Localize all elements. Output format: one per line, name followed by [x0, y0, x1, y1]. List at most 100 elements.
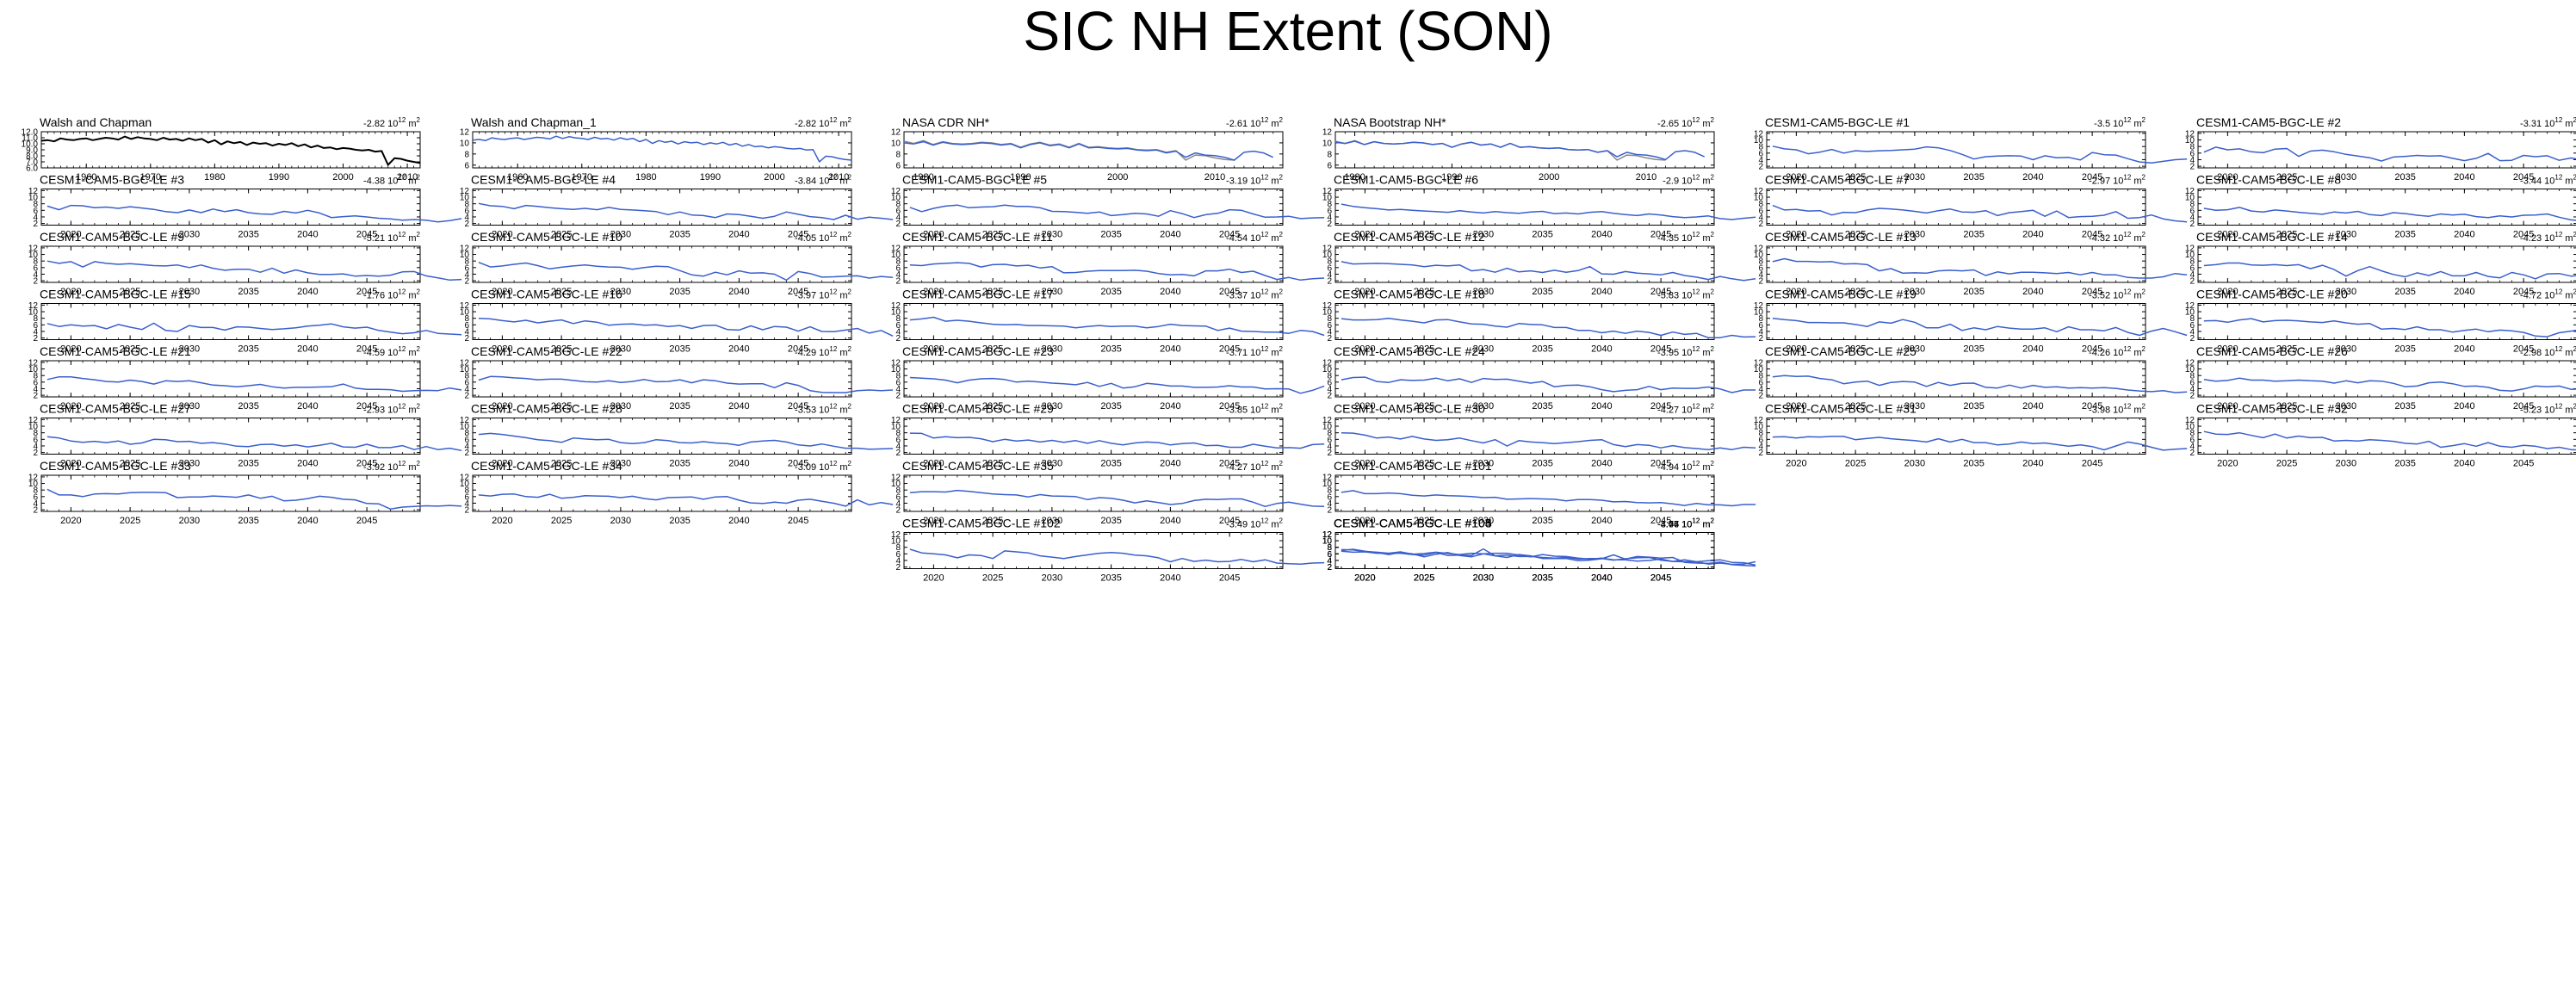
x-tick-label: 2035 [238, 401, 258, 412]
panel-title: CESM1-CAM5-BGC-LE #103 [1334, 517, 1492, 530]
trend-exponent: 12 [398, 460, 406, 467]
trend-unit: m [837, 119, 847, 129]
trend-unit: m [1268, 119, 1279, 129]
y-tick-label: 8.0 [26, 152, 38, 162]
y-tick-label: 8 [895, 150, 901, 159]
y-tick-label: 6 [1758, 207, 1763, 216]
trend-unit-exponent: 2 [1711, 345, 1715, 353]
y-tick-label: 2 [1327, 563, 1332, 573]
trend-unit-exponent: 2 [417, 174, 421, 182]
trend-exponent: 12 [829, 288, 837, 296]
y-tick-label: 10 [1322, 480, 1333, 489]
series-line-model [478, 493, 894, 507]
y-tick-label: 8 [1327, 543, 1332, 553]
trend-unit: m [1700, 233, 1710, 244]
plot-frame [2197, 245, 2576, 283]
series-line-model [46, 375, 462, 393]
trend-unit: m [1700, 462, 1710, 473]
x-tick-label: 2040 [2454, 344, 2474, 355]
trend-unit: m [406, 291, 416, 301]
y-tick-label: 6 [1327, 161, 1332, 170]
y-tick-label: 8 [2189, 200, 2195, 209]
x-tick-label: 2020 [1354, 344, 1375, 355]
x-tick-label: 2040 [297, 516, 318, 526]
trend-label: -4.29 1012 m2 [795, 345, 852, 358]
series-line-model [478, 202, 894, 220]
trend-label: -3.53 1012 m2 [795, 403, 852, 416]
x-tick-label: 2040 [1591, 344, 1612, 355]
y-tick-label: 8 [464, 486, 469, 496]
trend-unit-exponent: 2 [2142, 345, 2146, 353]
series-line-model [2203, 207, 2576, 221]
y-tick-label: 10 [1754, 365, 1764, 375]
x-tick-label: 2040 [1591, 459, 1612, 469]
x-tick-label: 2025 [2276, 172, 2297, 183]
trend-unit: m [2562, 233, 2573, 244]
x-tick-label: 2040 [728, 459, 749, 469]
series-line-model [2203, 262, 2576, 280]
x-tick-label: 2025 [982, 230, 1003, 240]
y-tick-label: 8 [1327, 200, 1332, 209]
x-tick-label: 2035 [669, 344, 690, 355]
panel-title: CESM1-CAM5-BGC-LE #2 [2196, 115, 2341, 129]
trend-label: -3.31 1012 m2 [2520, 116, 2576, 129]
series-line-model [909, 262, 1325, 282]
panel-title: CESM1-CAM5-BGC-LE #12 [1334, 230, 1485, 244]
x-tick-label: 1970 [572, 172, 592, 183]
trend-label: -5.23 1012 m2 [2520, 403, 2576, 416]
trend-exponent: 12 [2123, 231, 2131, 238]
trend-label: -4.94 1012 m2 [1657, 460, 1715, 473]
x-tick-label: 2040 [2454, 401, 2474, 412]
x-tick-label: 2020 [1786, 344, 1806, 355]
y-tick-label: 6 [895, 161, 901, 170]
x-tick-label: 2020 [60, 287, 81, 297]
series-line-model [2203, 377, 2576, 392]
trend-exponent: 12 [829, 460, 837, 467]
x-tick-label: 2025 [982, 401, 1003, 412]
y-tick-label: 10 [1322, 194, 1333, 203]
trend-unit-exponent: 2 [1711, 517, 1715, 525]
x-tick-label: 1990 [700, 172, 721, 183]
x-tick-label: 2020 [492, 459, 512, 469]
y-tick-label: 10 [891, 139, 901, 148]
x-tick-label: 2035 [1963, 230, 1984, 240]
y-tick-label: 6 [895, 550, 901, 560]
trend-label: -3.09 1012 m2 [795, 460, 852, 473]
y-tick-label: 6 [33, 321, 38, 331]
y-tick-label: 8 [464, 257, 469, 267]
y-tick-label: 4 [33, 442, 38, 451]
trend-exponent: 12 [398, 231, 406, 238]
y-tick-label: 10.0 [22, 140, 39, 150]
trend-label: -4.44 1012 m2 [1657, 517, 1715, 530]
y-tick-label: 10 [1322, 537, 1333, 547]
x-tick-label: 2045 [1650, 401, 1671, 412]
y-tick-label: 10 [1322, 423, 1333, 432]
trend-value: -2.93 10 [363, 406, 398, 416]
series-line-model [909, 204, 1325, 220]
y-tick-label: 4 [33, 270, 38, 280]
plot-frame [472, 360, 852, 398]
panel-title: CESM1-CAM5-BGC-LE #5 [902, 173, 1047, 187]
x-tick-label: 2020 [1786, 401, 1806, 412]
y-tick-label: 4 [895, 213, 901, 222]
x-tick-label: 2025 [1414, 459, 1434, 469]
x-tick-label: 2035 [1532, 344, 1552, 355]
y-tick-label: 8 [33, 372, 38, 381]
x-tick-label: 2020 [60, 230, 81, 240]
y-tick-label: 6 [1327, 321, 1332, 331]
y-tick-label: 2 [1327, 449, 1332, 458]
y-tick-label: 8 [33, 200, 38, 209]
x-tick-label: 2025 [1845, 287, 1866, 297]
panel-title: CESM1-CAM5-BGC-LE #11 [902, 230, 1053, 244]
y-tick-label: 2 [2189, 334, 2195, 344]
series-line-model [1772, 257, 2188, 279]
trend-exponent: 12 [2554, 231, 2562, 238]
x-tick-label: 2040 [1591, 516, 1612, 526]
trend-exponent: 12 [1692, 231, 1700, 238]
panel-title: CESM1-CAM5-BGC-LE #17 [902, 288, 1054, 301]
plot-frame [1334, 474, 1715, 512]
x-tick-label: 1980 [204, 172, 225, 183]
y-tick-label: 4 [2189, 327, 2195, 337]
trend-unit: m [406, 462, 416, 473]
x-tick-label: 2045 [1219, 573, 1240, 584]
